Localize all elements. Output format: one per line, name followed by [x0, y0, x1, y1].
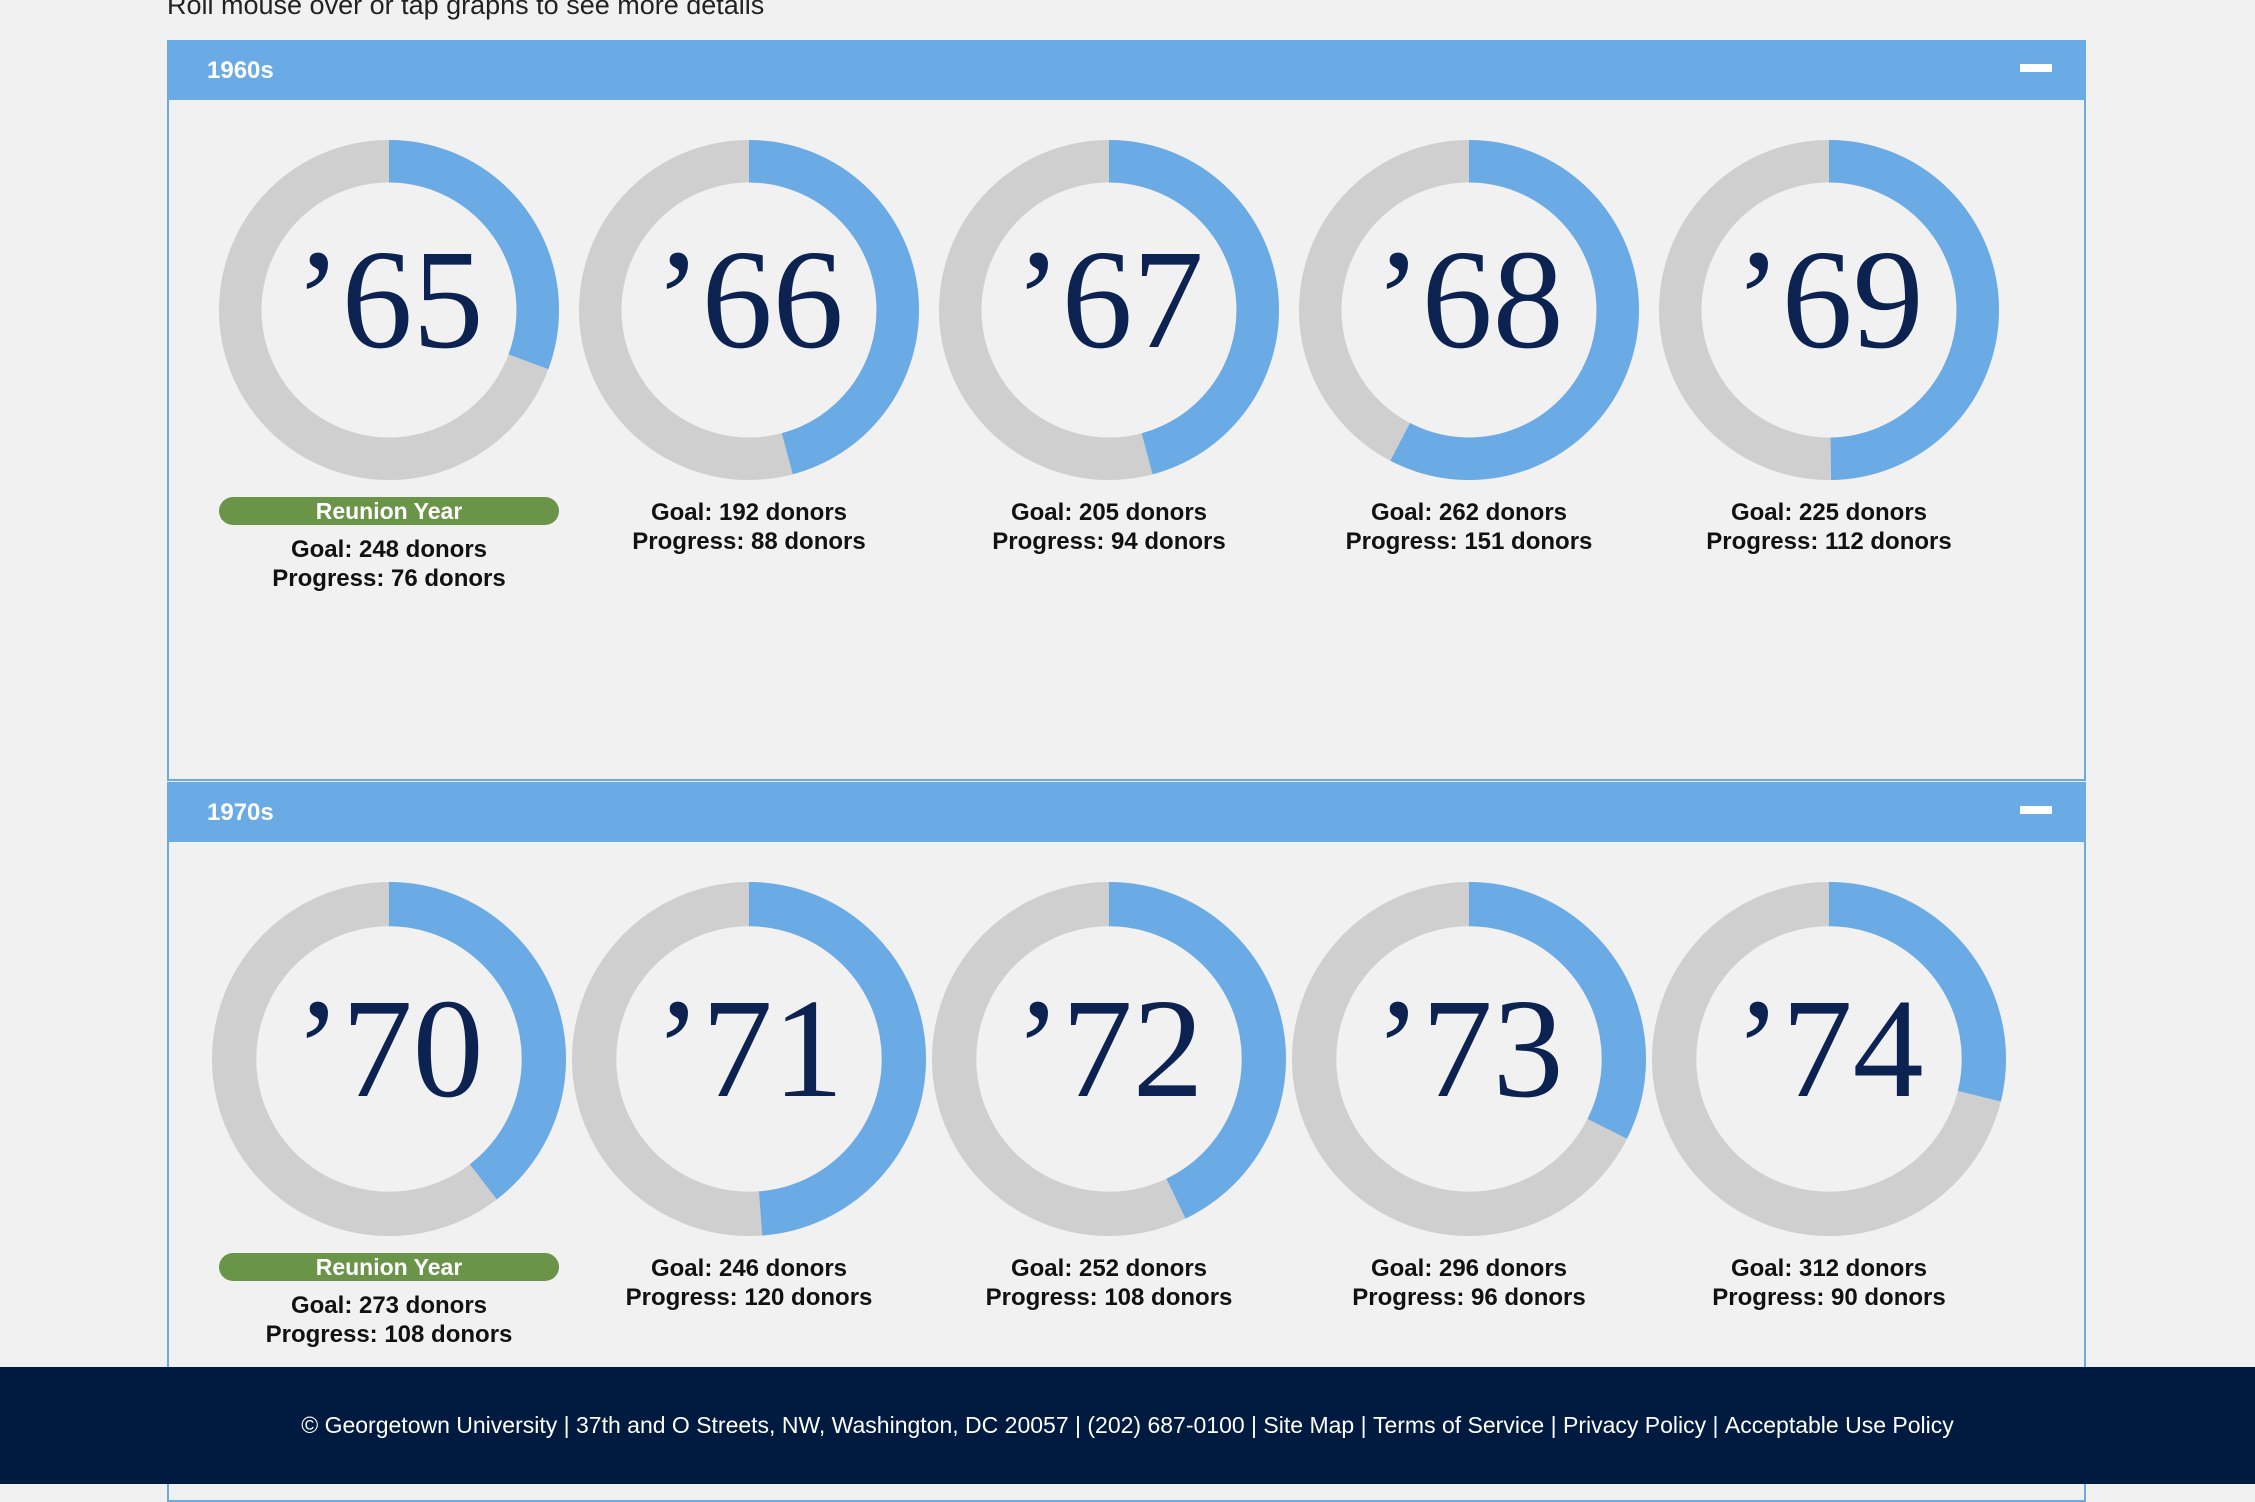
goal-text: Goal: 246 donors [650, 1255, 848, 1282]
progress-donut[interactable]: ’70 [212, 882, 566, 1236]
progress-text: Progress: 94 donors [992, 528, 1226, 555]
footer: © Georgetown University | 37th and O Str… [0, 1367, 2255, 1484]
donut-chart [932, 882, 1286, 1236]
donut-chart [212, 882, 566, 1236]
progress-text: Progress: 96 donors [1352, 1284, 1586, 1311]
donut-progress-arc [579, 140, 919, 480]
donor-stats: Goal: 296 donors Progress: 96 donors [1292, 1254, 1646, 1312]
class-year-label: ’73 [1374, 969, 1564, 1127]
donut-progress-arc [219, 140, 559, 480]
class-year-label: ’67 [1014, 220, 1204, 378]
donor-stats: Goal: 252 donors Progress: 108 donors [932, 1254, 1286, 1312]
decade-title: 1960s [207, 57, 274, 84]
progress-donut[interactable]: ’66 [579, 140, 919, 480]
class-year-label: ’65 [294, 220, 484, 378]
progress-text: Progress: 88 donors [632, 528, 866, 555]
class-year-label: ’74 [1734, 969, 1924, 1127]
reunion-year-badge: Reunion Year [219, 1253, 559, 1281]
donut-chart [1652, 882, 2006, 1236]
decade-header[interactable]: 1970s [169, 782, 2084, 842]
goal-text: Goal: 273 donors [290, 1292, 488, 1319]
donor-stats: Goal: 192 donors Progress: 88 donors [579, 498, 919, 556]
donor-stats: Goal: 312 donors Progress: 90 donors [1652, 1254, 2006, 1312]
progress-donut[interactable]: ’67 [939, 140, 1279, 480]
acceptable-use-policy-link[interactable]: Acceptable Use Policy [1724, 1412, 1954, 1438]
class-year-label: ’72 [1014, 969, 1204, 1127]
donut-progress-arc [932, 882, 1286, 1236]
footer-sep: | [1544, 1412, 1563, 1438]
goal-text: Goal: 248 donors [290, 536, 488, 563]
progress-donut[interactable]: ’71 [572, 882, 926, 1236]
instructions-text: Roll mouse over or tap graphs to see mor… [167, 0, 765, 20]
donut-chart [1292, 882, 1646, 1236]
donut-progress-arc [939, 140, 1279, 480]
donut-progress-arc [1652, 882, 2006, 1236]
goal-text: Goal: 296 donors [1370, 1255, 1568, 1282]
class-year-label: ’69 [1734, 220, 1924, 378]
donut-row: ’65 Reunion Year Goal: 248 donors Progress:… [169, 40, 2084, 779]
class-year-label: ’71 [654, 969, 844, 1127]
donor-stats: Goal: 205 donors Progress: 94 donors [939, 498, 1279, 556]
goal-text: Goal: 252 donors [1010, 1255, 1208, 1282]
progress-text: Progress: 151 donors [1345, 528, 1593, 555]
progress-text: Progress: 112 donors [1706, 528, 1952, 555]
donut-chart [579, 140, 919, 480]
progress-donut[interactable]: ’74 [1652, 882, 2006, 1236]
site-map-link[interactable]: Site Map [1263, 1412, 1355, 1438]
goal-text: Goal: 205 donors [1010, 499, 1208, 526]
progress-text: Progress: 120 donors [625, 1284, 873, 1311]
collapse-minus-icon[interactable] [2020, 803, 2052, 815]
donut-chart [1299, 140, 1639, 480]
donor-stats: Goal: 273 donors Progress: 108 donors [212, 1291, 566, 1349]
footer-address: © Georgetown University | 37th and O Str… [301, 1412, 1245, 1438]
footer-sep: | [1244, 1412, 1264, 1438]
donor-stats: Goal: 248 donors Progress: 76 donors [219, 535, 559, 593]
donut-chart [1659, 140, 1999, 480]
class-year-label: ’68 [1374, 220, 1564, 378]
donor-stats: Goal: 262 donors Progress: 151 donors [1299, 498, 1639, 556]
donut-progress-arc [1659, 140, 1999, 480]
progress-donut[interactable]: ’69 [1659, 140, 1999, 480]
donut-row: ’70 Reunion Year Goal: 273 donors Progress:… [169, 782, 2084, 1500]
donut-progress-arc [572, 882, 926, 1236]
privacy-policy-link[interactable]: Privacy Policy [1562, 1412, 1707, 1438]
goal-text: Goal: 192 donors [650, 499, 848, 526]
footer-sep: | [1354, 1412, 1373, 1438]
progress-donut[interactable]: ’73 [1292, 882, 1646, 1236]
goal-text: Goal: 225 donors [1730, 499, 1928, 526]
donut-chart [939, 140, 1279, 480]
decade-title: 1970s [207, 799, 274, 826]
class-year-label: ’70 [294, 969, 484, 1127]
donor-stats: Goal: 246 donors Progress: 120 donors [572, 1254, 926, 1312]
progress-text: Progress: 76 donors [272, 565, 506, 592]
footer-sep: | [1706, 1412, 1725, 1438]
donut-progress-arc [1292, 882, 1646, 1236]
donut-progress-arc [1299, 140, 1639, 480]
progress-donut[interactable]: ’65 [219, 140, 559, 480]
donut-chart [219, 140, 559, 480]
progress-text: Progress: 90 donors [1712, 1284, 1946, 1311]
donor-stats: Goal: 225 donors Progress: 112 donors [1659, 498, 1999, 556]
donut-progress-arc [212, 882, 566, 1236]
progress-donut[interactable]: ’68 [1299, 140, 1639, 480]
decade-panel-1960s: 1960s ’65 Reunion Year Goal: 248 donors Pro… [167, 40, 2086, 781]
progress-donut[interactable]: ’72 [932, 882, 1286, 1236]
reunion-year-badge: Reunion Year [219, 497, 559, 525]
donut-chart [572, 882, 926, 1236]
progress-text: Progress: 108 donors [265, 1321, 513, 1348]
class-year-label: ’66 [654, 220, 844, 378]
progress-text: Progress: 108 donors [985, 1284, 1233, 1311]
decade-header[interactable]: 1960s [169, 40, 2084, 100]
goal-text: Goal: 312 donors [1730, 1255, 1928, 1282]
decade-panel-1970s: 1970s ’70 Reunion Year Goal: 273 donors Pro… [167, 782, 2086, 1502]
goal-text: Goal: 262 donors [1370, 499, 1568, 526]
terms-of-service-link[interactable]: Terms of Service [1372, 1412, 1545, 1438]
collapse-minus-icon[interactable] [2020, 61, 2052, 73]
